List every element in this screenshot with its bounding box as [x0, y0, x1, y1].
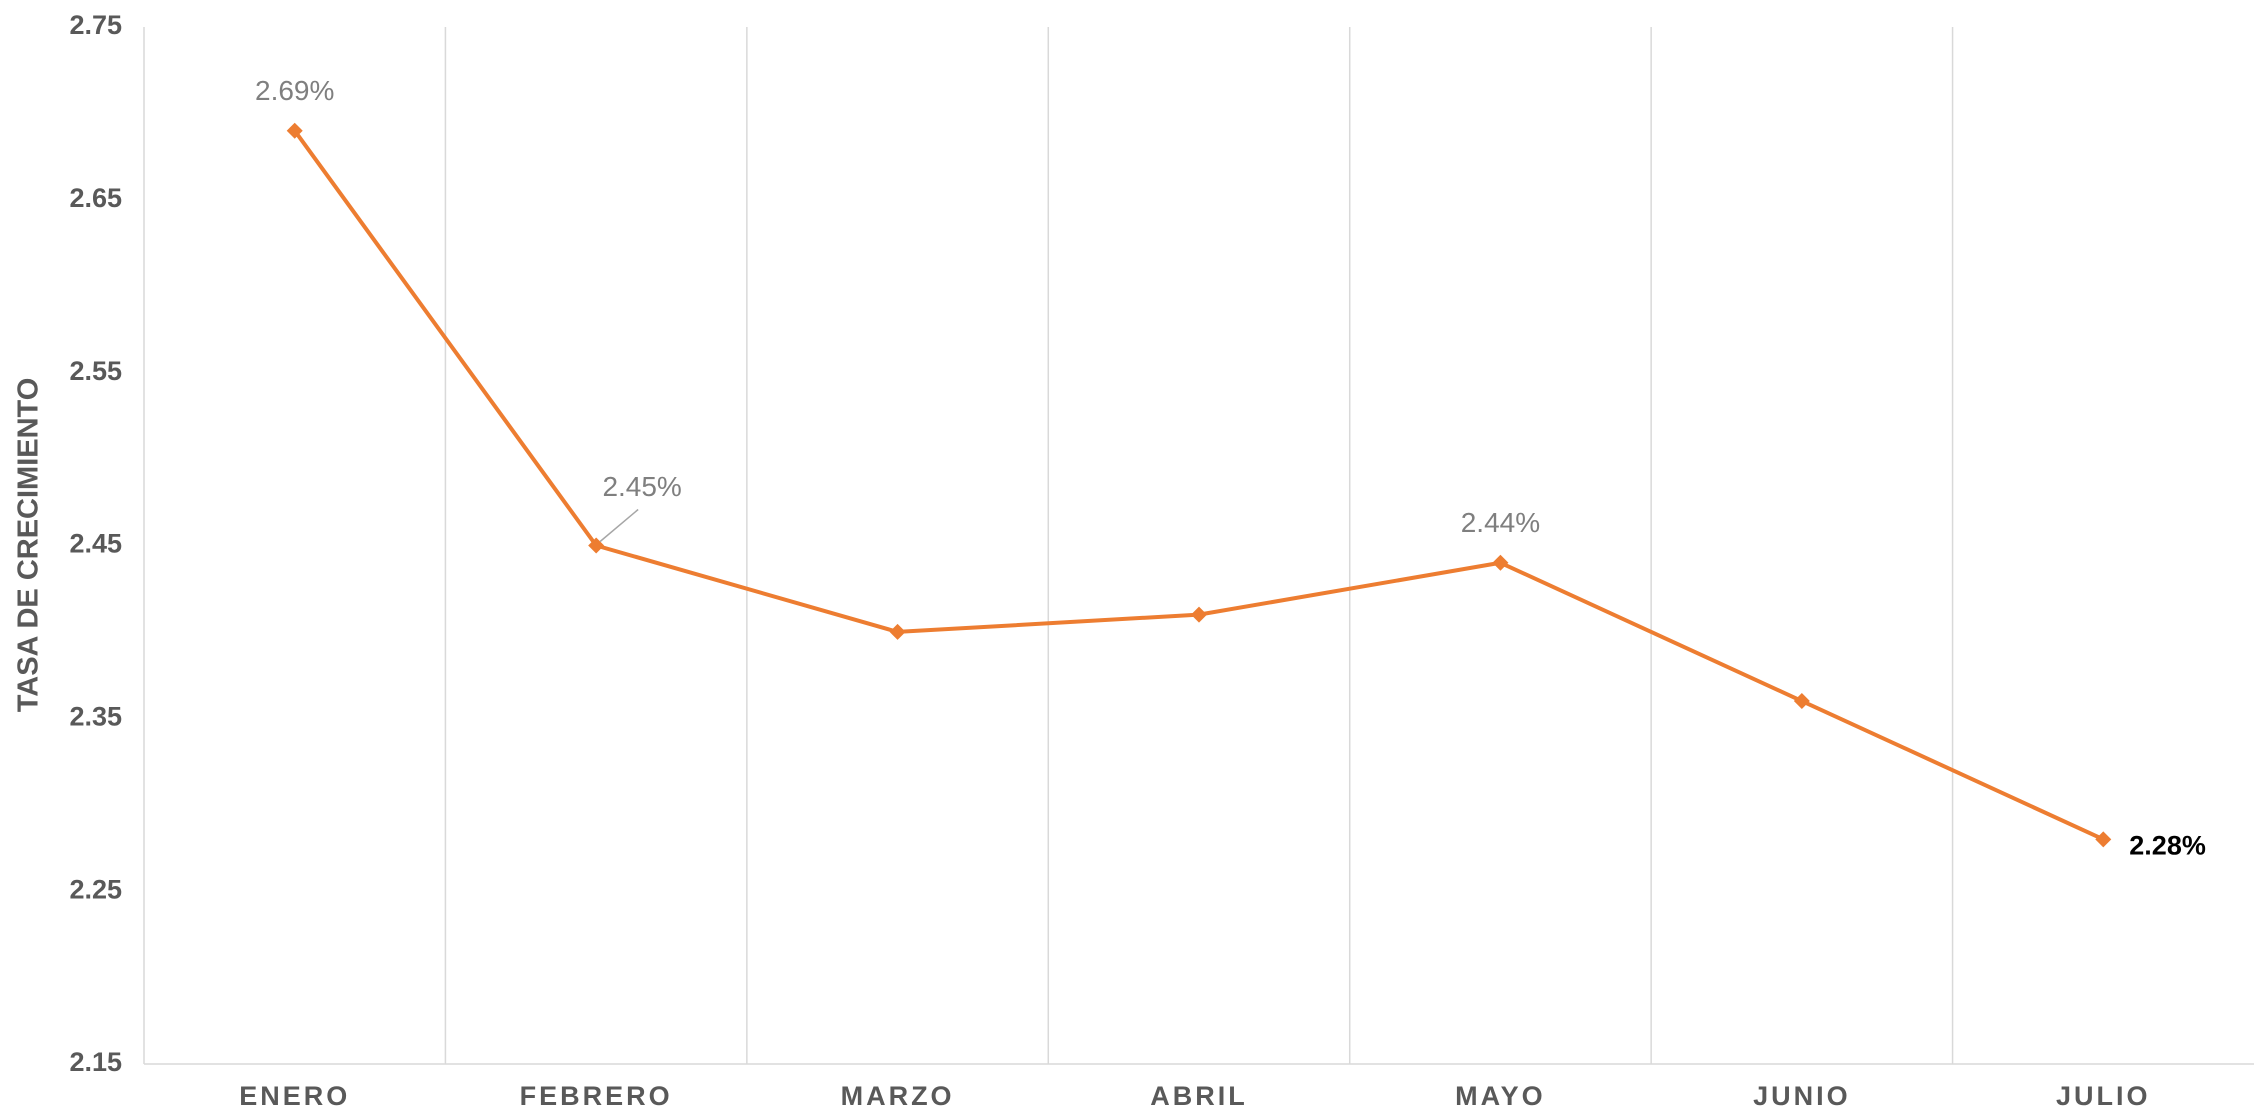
data-label: 2.45% [602, 471, 681, 502]
marker [2095, 831, 2112, 848]
data-label: 2.44% [1461, 507, 1540, 538]
y-tick-label: 2.25 [69, 874, 122, 904]
marker [889, 623, 906, 640]
y-tick-label: 2.35 [69, 701, 122, 731]
x-tick-label: MAYO [1455, 1081, 1546, 1111]
x-tick-label: MARZO [841, 1081, 955, 1111]
x-tick-label: ENERO [239, 1081, 350, 1111]
x-tick-label: ABRIL [1150, 1081, 1248, 1111]
marker [1492, 554, 1509, 571]
y-tick-label: 2.45 [69, 529, 122, 559]
marker [286, 122, 303, 139]
x-tick-label: JULIO [2056, 1081, 2151, 1111]
x-tick-label: JUNIO [1753, 1081, 1851, 1111]
x-tick-label: FEBRERO [520, 1081, 673, 1111]
marker [1793, 693, 1810, 710]
data-label: 2.69% [255, 75, 334, 106]
marker [1191, 606, 1207, 623]
y-tick-label: 2.55 [69, 356, 122, 386]
y-tick-label: 2.65 [69, 183, 122, 213]
data-label: 2.28% [2129, 830, 2206, 860]
y-tick-label: 2.75 [69, 10, 122, 40]
y-axis-title: TASA DE CRECIMIENTO [13, 378, 45, 713]
line [293, 129, 2105, 842]
leader-line [599, 508, 639, 543]
y-tick-label: 2.15 [69, 1047, 122, 1077]
